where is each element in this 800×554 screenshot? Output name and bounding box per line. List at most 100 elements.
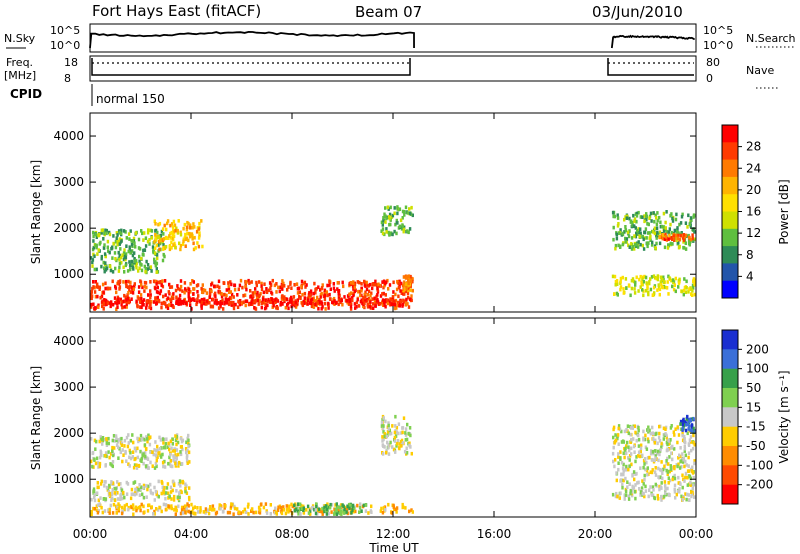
- echo-cell: [275, 306, 278, 310]
- echo-cell: [251, 299, 254, 304]
- echo-cell: [338, 511, 342, 516]
- echo-cell: [407, 274, 411, 278]
- echo-cell: [624, 489, 628, 494]
- echo-cell: [132, 492, 135, 496]
- echo-cell: [104, 261, 107, 265]
- echo-cell: [151, 464, 154, 468]
- echo-cell: [143, 264, 146, 269]
- echo-cell: [127, 300, 131, 305]
- echo-cell: [375, 298, 379, 303]
- echo-cell: [170, 497, 173, 501]
- echo-cell: [686, 422, 689, 427]
- echo-cell: [334, 301, 338, 305]
- echo-cell: [218, 285, 221, 290]
- echo-cell: [672, 280, 675, 284]
- echo-cell: [260, 281, 263, 286]
- echo-cell: [654, 473, 658, 477]
- echo-cell: [119, 247, 122, 251]
- echo-cell: [170, 446, 173, 451]
- echo-cell: [117, 239, 120, 244]
- echo-cell: [191, 225, 194, 230]
- echo-cell: [384, 214, 387, 218]
- echo-cell: [149, 302, 152, 306]
- echo-cell: [90, 302, 93, 307]
- echo-cell: [670, 451, 673, 455]
- echo-cell: [667, 438, 670, 443]
- echo-cell: [633, 287, 636, 291]
- echo-cell: [634, 243, 637, 247]
- echo-cell: [639, 215, 642, 219]
- echo-cell: [90, 290, 93, 294]
- echo-cell: [173, 459, 176, 463]
- echo-cell: [625, 444, 628, 448]
- echo-cell: [146, 239, 150, 244]
- echo-cell: [187, 291, 190, 296]
- echo-cell: [383, 432, 386, 436]
- echo-cell: [323, 294, 326, 298]
- echo-cell: [176, 299, 180, 304]
- echo-cell: [332, 286, 336, 291]
- echo-cell: [403, 213, 406, 217]
- echo-cell: [651, 240, 654, 245]
- echo-cell: [674, 217, 678, 222]
- echo-cell: [162, 232, 165, 236]
- echo-cell: [232, 306, 236, 311]
- echo-cell: [138, 493, 142, 497]
- echo-cell: [114, 266, 117, 271]
- echo-cell: [408, 443, 411, 448]
- echo-cell: [351, 298, 354, 302]
- echo-cell: [626, 230, 630, 235]
- echo-cell: [100, 254, 103, 259]
- echo-cell: [177, 504, 180, 509]
- echo-cell: [145, 484, 148, 488]
- echo-cell: [125, 298, 128, 302]
- echo-cell: [120, 441, 124, 446]
- echo-cell: [130, 297, 133, 301]
- echo-cell: [185, 484, 188, 488]
- echo-cell: [190, 233, 193, 238]
- echo-cell: [692, 227, 695, 231]
- echo-cell: [95, 439, 98, 444]
- echo-cell: [655, 216, 658, 220]
- velocity-colorbar-frame: [721, 329, 739, 505]
- echo-cell: [172, 498, 176, 502]
- echo-cell: [349, 307, 353, 311]
- echo-cell: [97, 498, 100, 503]
- echo-cell: [290, 502, 293, 507]
- echo-cell: [639, 490, 643, 494]
- echo-cell: [149, 265, 153, 269]
- echo-cell: [662, 426, 666, 431]
- echo-cell: [638, 277, 641, 282]
- echo-cell: [280, 511, 284, 516]
- echo-cell: [352, 291, 355, 296]
- echo-cell: [645, 214, 648, 219]
- echo-cell: [125, 305, 128, 309]
- echo-cell: [616, 216, 620, 220]
- echo-cell: [673, 490, 677, 494]
- echo-cell: [154, 260, 157, 264]
- echo-cell: [142, 483, 146, 488]
- echo-cell: [139, 449, 142, 454]
- echo-cell: [156, 444, 159, 449]
- echo-cell: [121, 509, 124, 514]
- echo-cell: [358, 506, 362, 510]
- echo-cell: [168, 285, 172, 289]
- time-tick-label: 16:00: [477, 527, 512, 541]
- echo-cell: [117, 280, 120, 284]
- echo-cell: [160, 509, 163, 514]
- echo-cell: [654, 466, 657, 470]
- echo-cell: [634, 280, 637, 285]
- echo-cell: [337, 302, 340, 307]
- echo-cell: [368, 304, 371, 309]
- echo-cell: [302, 508, 305, 512]
- echo-cell: [208, 295, 212, 299]
- echo-cell: [172, 219, 176, 224]
- echo-cell: [619, 456, 622, 460]
- echo-cell: [393, 211, 396, 216]
- echo-cell: [182, 507, 186, 512]
- echo-cell: [364, 295, 367, 299]
- echo-cell: [98, 464, 101, 469]
- echo-cell: [266, 303, 269, 308]
- echo-cell: [678, 487, 681, 491]
- echo-cell: [679, 233, 682, 238]
